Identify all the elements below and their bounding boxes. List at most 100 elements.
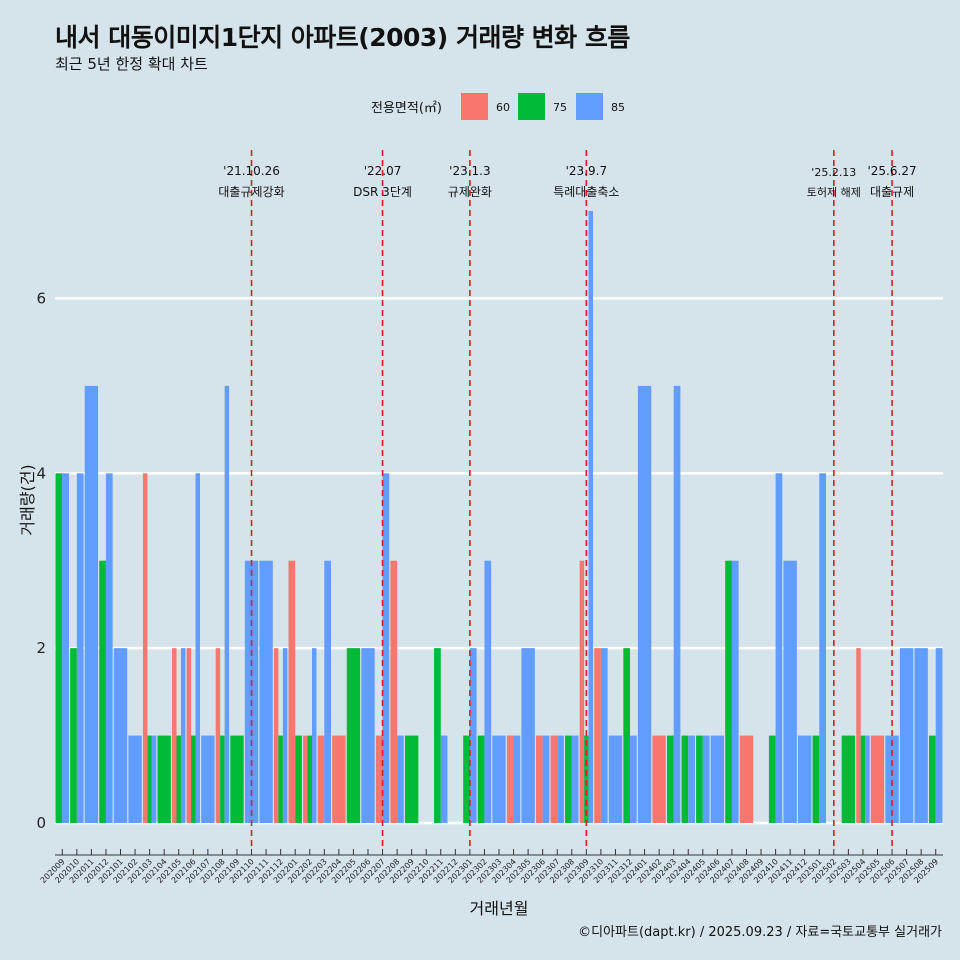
event-date-2: '23.1.3 — [449, 164, 490, 178]
bar-202401-85 — [637, 385, 652, 823]
bar-202410-85 — [775, 473, 783, 823]
bar-202403-75 — [666, 735, 674, 823]
bar-202402-60 — [652, 735, 666, 823]
bar-202204-60 — [332, 735, 346, 823]
bar-202309-75 — [584, 735, 589, 823]
bar-202102-85 — [128, 735, 142, 823]
legend-key-85 — [576, 93, 603, 120]
event-label-0: 대출규제강화 — [218, 185, 284, 199]
bar-202203-60 — [317, 735, 325, 823]
bar-202411-85 — [783, 560, 797, 823]
bar-202405-75 — [696, 735, 703, 823]
bar-202308-75 — [565, 735, 572, 823]
bar-202301-75 — [463, 735, 470, 823]
bar-202108-60 — [215, 648, 221, 823]
bar-202308-85 — [571, 735, 579, 823]
event-label-1: DSR 3단계 — [353, 185, 412, 199]
bar-202410-75 — [768, 735, 776, 823]
bar-202205-75 — [346, 648, 361, 823]
y-tick-label-4: 4 — [36, 464, 46, 482]
bar-202011-85 — [84, 385, 99, 823]
bar-202307-85 — [557, 735, 564, 823]
bar-202407-75 — [725, 560, 732, 823]
bar-202105-75 — [176, 735, 181, 823]
chart-subtitle: 최근 5년 한정 확대 차트 — [55, 55, 208, 73]
bar-202103-85 — [151, 735, 157, 823]
bar-202202-60 — [303, 735, 308, 823]
chart-title: 내서 대동이미지1단지 아파트(2003) 거래량 변화 흐름 — [55, 23, 630, 52]
bar-202309-60 — [579, 560, 585, 823]
bar-202408-60 — [739, 735, 754, 823]
bar-202009-85 — [62, 473, 69, 823]
bar-202306-85 — [542, 735, 550, 823]
bar-202111-85 — [259, 560, 273, 823]
bar-202508-85 — [914, 648, 928, 823]
event-date-4: '25.2.13 — [811, 166, 856, 179]
legend-label-75: 75 — [553, 101, 567, 114]
bar-202302-75 — [477, 735, 485, 823]
bar-202101-85 — [113, 648, 128, 823]
bar-202407-85 — [731, 560, 739, 823]
legend-title: 전용면적(㎡) — [371, 101, 442, 116]
bar-202010-75 — [70, 648, 77, 823]
bar-202403-85 — [673, 385, 681, 823]
event-label-3: 특례대출축소 — [553, 185, 619, 199]
bar-202201-60 — [288, 560, 296, 823]
bar-202010-85 — [76, 473, 84, 823]
legend-label-85: 85 — [611, 101, 625, 114]
bar-202506-85 — [885, 735, 899, 823]
bar-202201-75 — [295, 735, 302, 823]
bar-202106-85 — [195, 473, 200, 823]
y-tick-label-6: 6 — [36, 289, 46, 307]
bar-202106-60 — [186, 648, 192, 823]
event-date-0: '21.10.26 — [223, 164, 280, 178]
bar-202108-75 — [220, 735, 225, 823]
legend-key-75 — [518, 93, 545, 120]
event-date-1: '22.07 — [364, 164, 402, 178]
source-caption: ©디아파트(dapt.kr) / 2025.09.23 / 자료=국토교통부 실… — [578, 925, 942, 940]
bar-202304-60 — [506, 735, 514, 823]
bar-202412-85 — [798, 735, 812, 823]
bar-202404-85 — [688, 735, 695, 823]
bar-202208-85 — [397, 735, 404, 823]
bar-202310-85 — [600, 648, 608, 823]
x-axis-title: 거래년월 — [470, 899, 529, 918]
event-date-3: '23.9.7 — [566, 164, 607, 178]
bar-202509-85 — [935, 648, 943, 823]
bar-202305-85 — [521, 648, 535, 823]
bar-202306-60 — [535, 735, 543, 823]
bar-202507-85 — [899, 648, 914, 823]
y-tick-label-0: 0 — [36, 814, 46, 832]
event-label-4: 토허제 해제 — [807, 185, 861, 199]
bar-202504-60 — [856, 648, 861, 823]
bar-202109-75 — [230, 735, 244, 823]
bar-202504-75 — [860, 735, 866, 823]
bar-202211-75 — [434, 648, 441, 823]
bar-202312-75 — [623, 648, 631, 823]
bar-202009-75 — [55, 473, 63, 823]
bar-202505-60 — [870, 735, 885, 823]
bar-202303-85 — [492, 735, 506, 823]
bar-202207-60 — [375, 735, 383, 823]
bar-202310-60 — [594, 648, 601, 823]
bar-202104-75 — [157, 735, 171, 823]
bar-202105-85 — [180, 648, 186, 823]
bar-202211-85 — [440, 735, 448, 823]
bar-202107-85 — [201, 735, 215, 823]
bar-202312-85 — [630, 735, 637, 823]
bar-202112-85 — [282, 648, 288, 823]
bar-202108-85 — [224, 385, 230, 823]
bar-202404-75 — [681, 735, 689, 823]
bar-202012-75 — [99, 560, 106, 823]
bar-202202-85 — [311, 648, 317, 823]
bar-202311-85 — [608, 735, 623, 823]
bar-202501-75 — [812, 735, 820, 823]
event-markers: '21.10.26 대출규제강화 '22.07 DSR 3단계 '23.1.3 규제완화 '… — [218, 150, 917, 848]
bar-202405-85 — [702, 735, 710, 823]
legend-label-60: 60 — [496, 101, 510, 114]
bar-202301-85 — [469, 648, 477, 823]
bar-202103-75 — [147, 735, 152, 823]
event-date-5: '25.6.27 — [867, 164, 916, 178]
legend: 전용면적(㎡) 60 75 85 — [371, 93, 625, 120]
